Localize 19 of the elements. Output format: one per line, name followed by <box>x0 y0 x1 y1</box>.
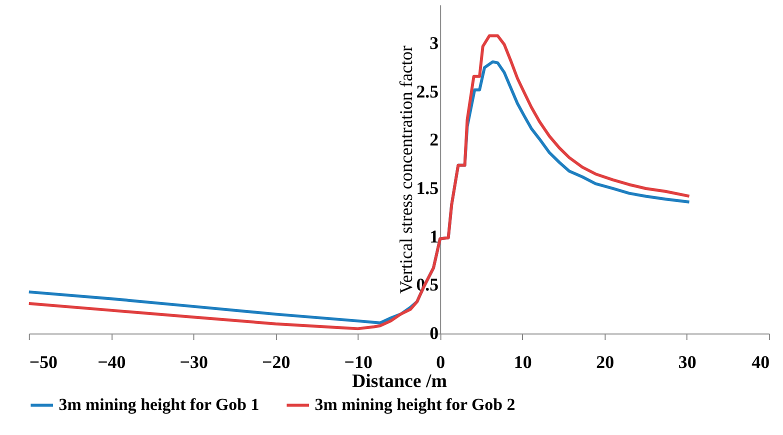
y-axis-title: Vertical stress concentration factor <box>396 45 416 294</box>
x-tick-label: 10 <box>514 352 532 372</box>
y-tick-label: 0 <box>430 322 439 343</box>
x-tick-label: 40 <box>752 352 770 372</box>
x-axis-title: Distance /m <box>352 370 448 392</box>
y-tick-label: 2.5 <box>416 81 439 102</box>
y-tick-label: 3 <box>430 32 439 53</box>
y-tick-label: 1 <box>430 226 439 246</box>
x-tick-label: 20 <box>596 352 614 372</box>
legend-label: 3m mining height for Gob 2 <box>314 395 516 414</box>
x-tick-label: −10 <box>344 352 372 372</box>
x-tick-label: −20 <box>262 352 290 372</box>
x-tick-label: −30 <box>180 352 208 372</box>
x-tick-label: −40 <box>98 352 126 372</box>
x-tick-label: 30 <box>678 352 696 372</box>
y-tick-label: 1.5 <box>416 178 439 198</box>
legend-label: 3m mining height for Gob 1 <box>58 395 260 414</box>
y-tick-label: 2 <box>430 130 439 150</box>
x-tick-label: −50 <box>29 352 58 372</box>
